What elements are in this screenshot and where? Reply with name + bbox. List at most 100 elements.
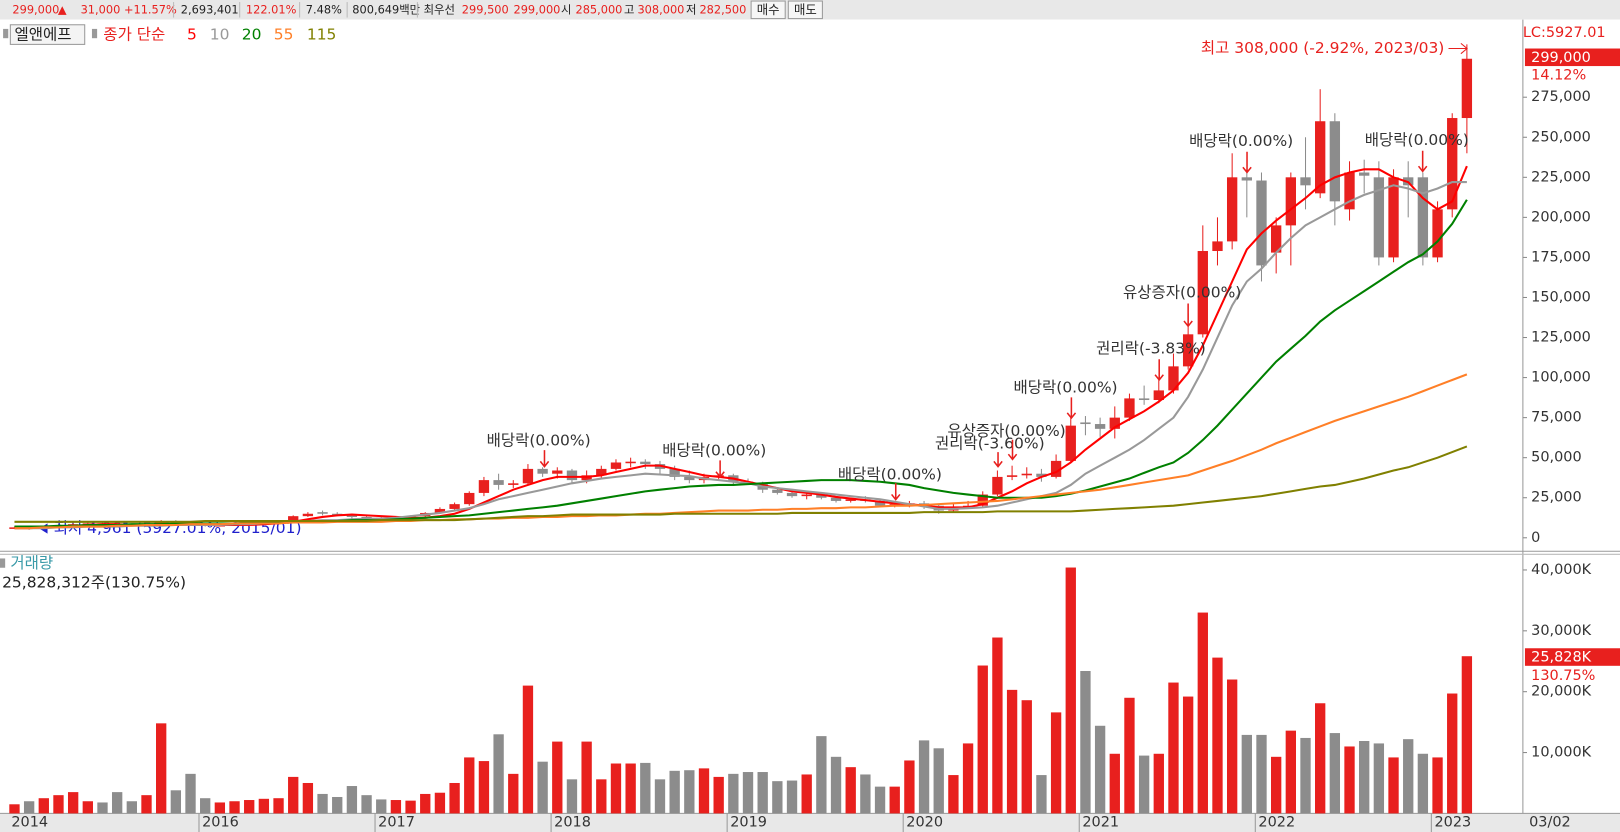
candle-body — [1388, 177, 1399, 258]
volume-bar — [9, 804, 20, 814]
candle-body — [1065, 425, 1076, 461]
candle-body — [1109, 417, 1120, 429]
volume-bar — [977, 665, 988, 814]
volume-bar — [742, 772, 754, 814]
quote-item: 2,693,401 — [181, 2, 239, 16]
volume-bar — [1006, 689, 1018, 814]
event-label: 배당락(0.00%) — [662, 442, 766, 460]
y-tick-label: 0 — [1531, 530, 1540, 546]
event-arrow — [715, 460, 725, 479]
volume-bar — [244, 800, 255, 814]
candle-body — [1417, 177, 1429, 258]
chart-bg — [0, 19, 1620, 832]
volume-bar — [1226, 679, 1238, 814]
trade-button-label[interactable]: 매수 — [757, 2, 780, 17]
volume-bar — [962, 743, 974, 814]
volume-bar — [97, 802, 108, 814]
event-arrow — [1007, 439, 1018, 461]
volume-bar — [170, 790, 182, 814]
volume-subtitle: 25,828,312주(130.75%) — [2, 574, 186, 592]
volume-bar — [1138, 755, 1150, 814]
legend-entry: 5 — [187, 26, 197, 44]
candle-body — [317, 512, 328, 514]
trade-button-label[interactable]: 매도 — [794, 2, 817, 17]
candle-body — [1315, 121, 1326, 194]
event-label: 권리락(-3.83%) — [1096, 339, 1206, 357]
candle-body — [537, 468, 548, 474]
volume-bar — [698, 768, 710, 814]
quote-item: 800,649백만 — [352, 2, 420, 16]
volume-bar — [478, 761, 490, 814]
volume-bar — [757, 772, 768, 814]
trade-button[interactable] — [787, 0, 823, 20]
volume-title: 거래량 — [10, 554, 53, 572]
y-tick-label: 20,000K — [1531, 684, 1592, 700]
volume-bar — [346, 786, 358, 814]
legend-entry: 10 — [210, 26, 230, 44]
x-tick-label: 2022 — [1258, 815, 1295, 831]
candle-body — [830, 497, 842, 501]
event-arrow — [993, 452, 1003, 468]
legend-entry: 115 — [307, 26, 337, 44]
volume-bar — [581, 741, 592, 814]
stock-name[interactable]: 엘앤에프 — [14, 26, 71, 44]
candle-body — [1050, 460, 1062, 477]
volume-bar — [185, 773, 196, 814]
y-tick-label: 30,000K — [1531, 623, 1592, 639]
y-tick-label: 125,000 — [1531, 330, 1591, 346]
y-tick-label: 25,000 — [1531, 490, 1582, 506]
volume-bar — [1124, 697, 1135, 814]
event-arrow — [1154, 359, 1164, 382]
candle-body — [522, 468, 534, 484]
volume-bar — [1036, 775, 1047, 814]
candle-body — [288, 516, 299, 521]
quote-item: +11.57% — [124, 2, 177, 16]
candle-body — [1270, 225, 1282, 253]
event-label: 유상증자(0.00%) — [1123, 284, 1241, 302]
price-badge: 299,000 — [1531, 50, 1591, 66]
stock-name-box[interactable] — [9, 24, 86, 45]
volume-bar — [728, 773, 739, 814]
candle-body — [1212, 241, 1223, 252]
volume-bar — [669, 770, 680, 814]
volume-bar — [1447, 693, 1458, 814]
volume-bar — [522, 685, 534, 814]
lc-label: LC:5927.01 — [1523, 25, 1606, 41]
volume-bar — [1094, 725, 1106, 814]
volume-bar — [1168, 682, 1179, 814]
volume-bar — [713, 776, 724, 814]
legend-entry: 20 — [242, 26, 262, 44]
high-annotation: 최고 308,000 (-2.92%, 2023/03) — [1201, 39, 1445, 57]
candle-body — [434, 508, 446, 513]
event-arrow — [891, 483, 901, 501]
candle-body — [1021, 473, 1032, 476]
volume-bar — [1153, 753, 1164, 814]
volume-bar — [449, 782, 460, 814]
y-tick-label: 50,000 — [1531, 450, 1582, 466]
volume-bar — [1050, 712, 1062, 814]
volume-bar — [420, 793, 431, 814]
trade-button[interactable] — [750, 0, 786, 20]
x-end-label: 03/02 — [1529, 815, 1571, 831]
volume-bar — [141, 795, 152, 814]
candle-body — [1359, 172, 1370, 176]
volume-bar — [1065, 567, 1076, 814]
candle-body — [684, 476, 695, 481]
y-tick-label: 175,000 — [1531, 249, 1591, 265]
volume-bar — [1182, 696, 1194, 814]
candle-body — [1094, 424, 1106, 429]
candle-body — [449, 504, 460, 509]
candle-body — [493, 480, 504, 485]
volume-bar — [1315, 703, 1326, 814]
volume-bar — [302, 782, 314, 814]
candle-body — [772, 489, 783, 493]
event-label: 권리락(-3.60%) — [935, 434, 1045, 452]
quote-item: 31,000 — [81, 2, 121, 16]
volume-bar — [67, 792, 79, 814]
x-tick-label: 2023 — [1434, 815, 1471, 831]
candle-body — [1197, 251, 1208, 335]
candle-body — [1329, 121, 1341, 202]
volume-bar — [1403, 739, 1414, 814]
